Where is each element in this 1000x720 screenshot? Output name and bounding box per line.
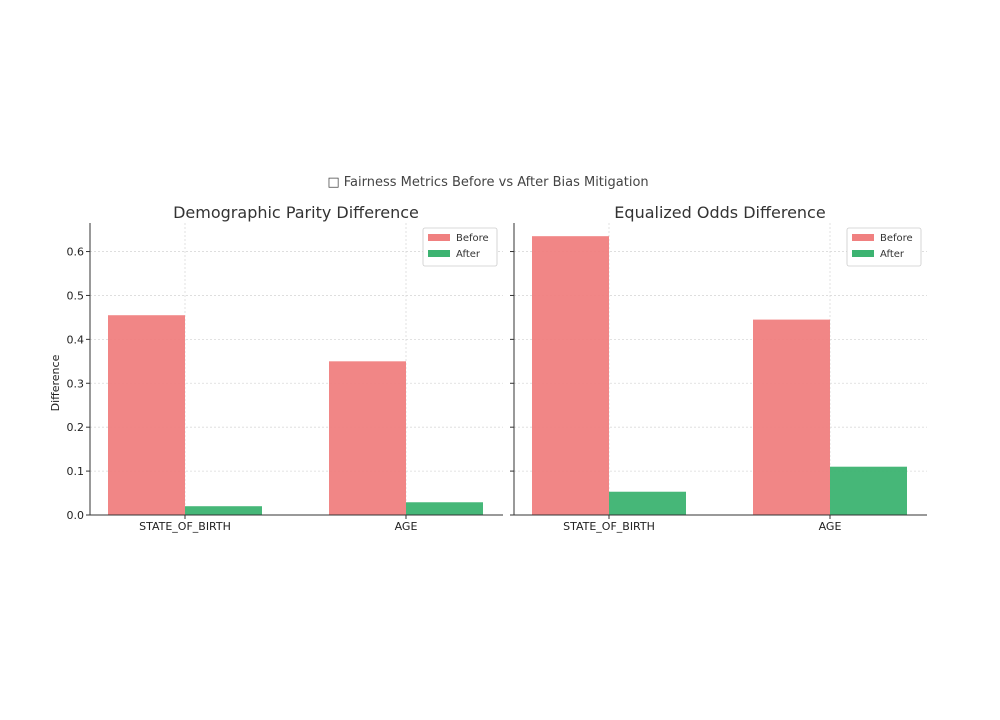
legend-swatch-after bbox=[428, 250, 450, 257]
x-tick-label: STATE_OF_BIRTH bbox=[139, 520, 231, 533]
bar-before-age bbox=[753, 319, 830, 515]
chart-panel-equalized-odds: STATE_OF_BIRTH AGE Equalized Odds Differen… bbox=[510, 203, 927, 533]
legend-swatch-before bbox=[428, 234, 450, 241]
legend-label-after: After bbox=[456, 249, 481, 260]
bar-after-age bbox=[406, 502, 483, 515]
legend-label-after: After bbox=[880, 249, 905, 260]
y-tick-label: 0.0 bbox=[67, 509, 85, 522]
y-tick-label: 0.2 bbox=[67, 421, 85, 434]
bar-after-state-of-birth bbox=[609, 491, 686, 515]
legend-label-before: Before bbox=[880, 233, 913, 244]
legend-label-before: Before bbox=[456, 233, 489, 244]
chart-panel-demographic-parity: 0.0 0.1 0.2 0.3 0.4 0.5 0.6 STATE_OF_BIRTH AGE De… bbox=[49, 203, 503, 533]
bar-before-state-of-birth bbox=[532, 236, 609, 516]
x-tick-label: AGE bbox=[395, 520, 418, 533]
x-tick-label: STATE_OF_BIRTH bbox=[563, 520, 655, 533]
y-axis-label: Difference bbox=[49, 354, 62, 411]
bar-before-state-of-birth bbox=[108, 315, 185, 515]
bar-after-state-of-birth bbox=[185, 506, 262, 515]
legend-swatch-after bbox=[852, 250, 874, 257]
chart-title: Equalized Odds Difference bbox=[614, 203, 825, 222]
y-tick-label: 0.5 bbox=[67, 289, 85, 302]
legend-swatch-before bbox=[852, 234, 874, 241]
y-tick-label: 0.3 bbox=[67, 377, 85, 390]
y-tick-label: 0.4 bbox=[67, 333, 85, 346]
y-tick-label: 0.1 bbox=[67, 465, 85, 478]
x-tick-label: AGE bbox=[819, 520, 842, 533]
bar-after-age bbox=[830, 466, 907, 515]
bar-before-age bbox=[329, 361, 406, 515]
chart-title: Demographic Parity Difference bbox=[173, 203, 419, 222]
y-tick-label: 0.6 bbox=[67, 246, 85, 259]
figure-title: □ Fairness Metrics Before vs After Bias … bbox=[327, 175, 648, 190]
